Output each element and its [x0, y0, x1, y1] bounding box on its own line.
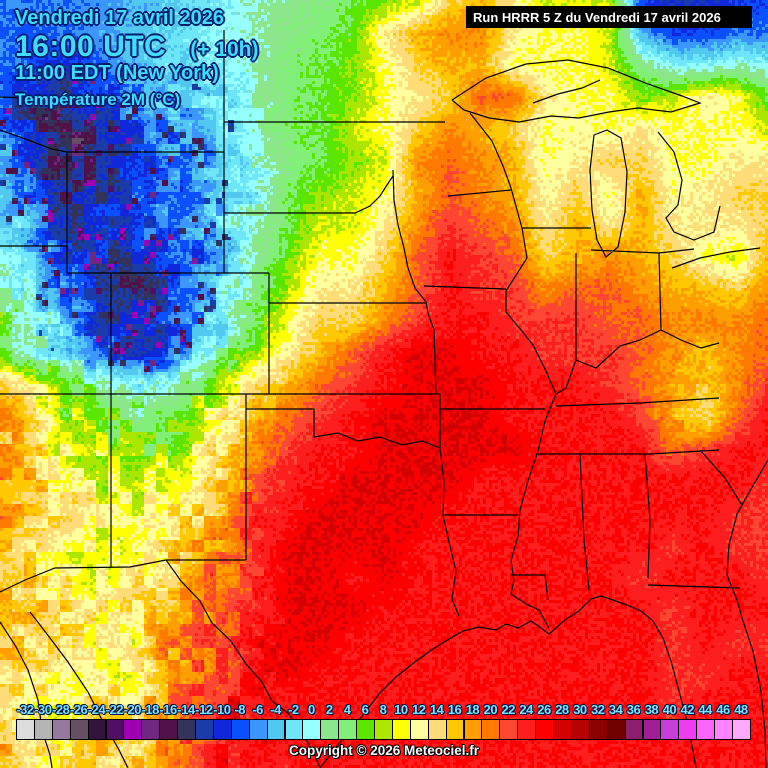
- copyright-label: Copyright © 2026 Meteociel.fr: [289, 743, 479, 758]
- map-variable-label: Température 2M (°C): [15, 90, 181, 110]
- forecast-time-utc: 16:00 UTC: [15, 30, 167, 64]
- forecast-time-local: 11:00 EDT (New York): [15, 61, 219, 84]
- forecast-date: Vendredi 17 avril 2026: [15, 7, 225, 29]
- model-run-info: Run HRRR 5 Z du Vendredi 17 avril 2026: [466, 6, 752, 28]
- forecast-lead-time: (+ 10h): [190, 38, 259, 62]
- map-header-overlay: Vendredi 17 avril 2026 16:00 UTC (+ 10h)…: [15, 7, 259, 110]
